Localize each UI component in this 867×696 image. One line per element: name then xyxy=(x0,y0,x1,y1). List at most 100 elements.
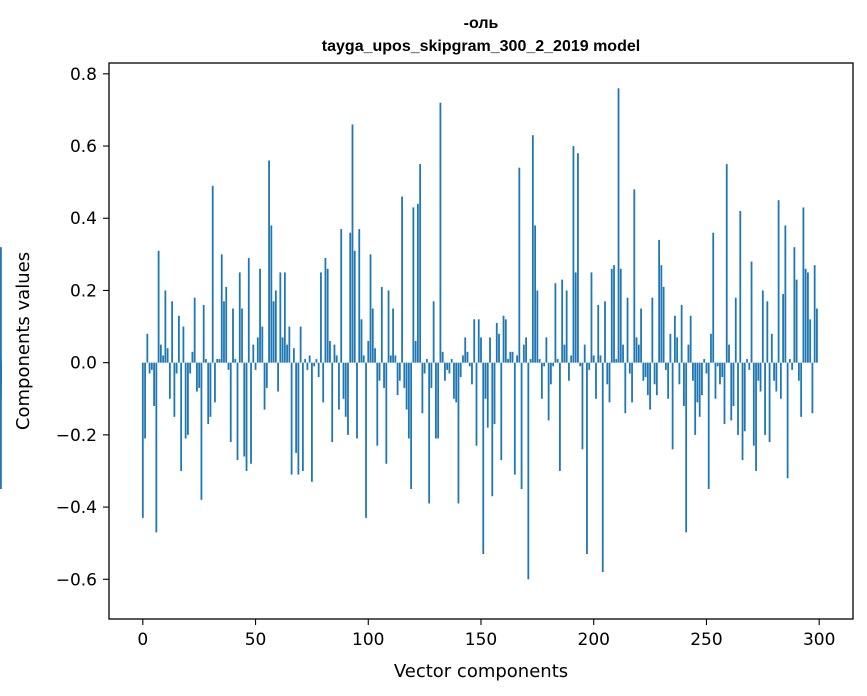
bar xyxy=(719,362,721,385)
bar xyxy=(168,362,171,399)
bar xyxy=(216,359,219,363)
y-tick-label: 0.4 xyxy=(70,209,97,229)
bar xyxy=(484,362,487,399)
bar xyxy=(227,362,230,370)
bar xyxy=(640,308,642,363)
bar xyxy=(687,344,690,363)
bar xyxy=(502,315,505,363)
bar xyxy=(534,225,537,363)
bar xyxy=(583,344,586,363)
bar xyxy=(552,362,555,367)
bar xyxy=(313,362,316,367)
bar xyxy=(175,362,178,374)
bar xyxy=(561,279,564,363)
bar xyxy=(205,359,207,363)
bar xyxy=(520,362,523,490)
bar xyxy=(613,265,615,363)
bar xyxy=(322,362,325,403)
bar xyxy=(491,362,494,497)
bar xyxy=(651,297,654,363)
bar xyxy=(236,362,239,461)
bar xyxy=(793,247,796,363)
bar xyxy=(482,362,485,555)
bar xyxy=(493,362,496,425)
bar xyxy=(191,351,194,363)
bar xyxy=(522,344,525,363)
bar xyxy=(295,362,298,453)
bar xyxy=(527,362,530,580)
bar xyxy=(759,362,762,392)
bar xyxy=(0,359,2,363)
bar xyxy=(477,319,480,363)
x-tick-label: 100 xyxy=(352,630,384,650)
bars-group xyxy=(0,88,818,580)
bar xyxy=(281,337,284,363)
bar xyxy=(466,351,469,363)
bar xyxy=(157,250,160,363)
x-tick-label: 150 xyxy=(465,630,497,650)
bar xyxy=(802,207,805,363)
bar xyxy=(396,362,399,396)
bar xyxy=(685,362,688,533)
bar xyxy=(367,341,370,363)
bar xyxy=(378,362,381,381)
bar xyxy=(782,294,785,363)
bar xyxy=(184,362,187,439)
y-tick-label: −0.6 xyxy=(56,570,97,590)
bar xyxy=(741,362,744,461)
bar xyxy=(193,297,196,363)
bar xyxy=(374,348,376,363)
bar xyxy=(148,362,151,374)
bar xyxy=(430,362,433,388)
bar xyxy=(644,362,647,378)
y-axis-ticks: −0.6 −0.4 −0.2 0.0 0.2 0.4 0.6 0.8 xyxy=(56,65,109,590)
bar xyxy=(696,362,699,403)
bar xyxy=(407,362,410,439)
bar xyxy=(678,362,681,385)
bar xyxy=(739,211,742,363)
bar xyxy=(563,344,566,363)
bar xyxy=(536,290,539,363)
bar xyxy=(513,362,516,475)
bar xyxy=(680,304,683,363)
x-tick-label: 0 xyxy=(137,630,148,650)
bar xyxy=(599,355,602,363)
bar xyxy=(577,153,579,363)
bar xyxy=(387,290,390,363)
bar xyxy=(214,362,216,403)
bar xyxy=(256,337,259,363)
bar xyxy=(265,362,268,388)
bar xyxy=(768,362,771,443)
bar xyxy=(324,257,327,363)
bar xyxy=(389,355,392,363)
bar xyxy=(797,362,800,381)
bar xyxy=(701,362,703,396)
bar xyxy=(369,254,372,363)
bar xyxy=(809,319,812,363)
bar xyxy=(752,362,755,446)
bar xyxy=(428,362,431,504)
bar xyxy=(446,362,449,370)
bar xyxy=(554,283,557,363)
bar xyxy=(356,362,358,439)
bar xyxy=(351,124,354,363)
bar xyxy=(229,362,232,443)
bar xyxy=(243,362,246,457)
bar xyxy=(277,362,279,392)
chart-title: -оль xyxy=(464,15,499,32)
bar xyxy=(588,362,591,370)
bar xyxy=(362,355,365,363)
bar xyxy=(728,344,730,363)
bar xyxy=(439,102,442,363)
bar xyxy=(347,362,349,435)
bar xyxy=(398,362,401,381)
bar xyxy=(568,362,570,381)
bar xyxy=(610,268,613,363)
bar xyxy=(755,362,757,471)
bar xyxy=(141,362,144,518)
bar xyxy=(714,362,717,399)
bar xyxy=(218,359,221,363)
bar xyxy=(671,362,674,450)
bar xyxy=(385,362,388,464)
bar xyxy=(0,362,2,490)
